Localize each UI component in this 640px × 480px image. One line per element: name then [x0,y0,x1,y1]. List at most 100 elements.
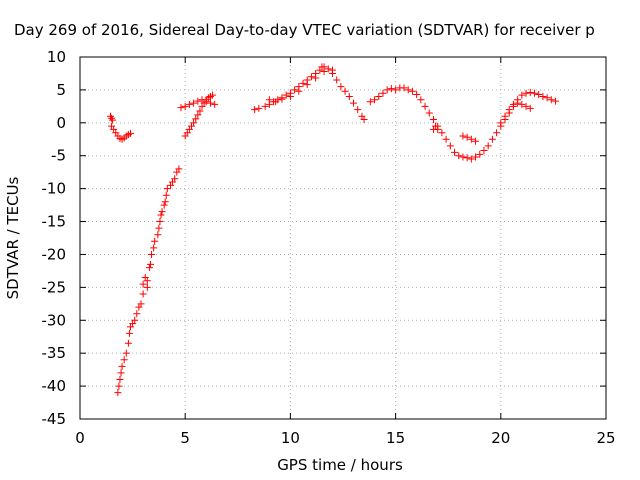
data-point [379,89,387,97]
data-points [107,63,560,397]
data-point [125,329,133,337]
data-point [261,102,269,110]
y-tick-label: -40 [42,377,67,395]
data-point [526,89,534,97]
data-point [530,89,538,97]
data-point [526,104,534,112]
data-point [476,150,484,158]
data-point [185,100,193,108]
data-point [501,112,509,120]
y-axis-label: SDTVAR / TECUs [4,176,22,299]
data-point [295,87,303,95]
data-point [493,129,501,137]
x-tick-label: 10 [281,429,300,447]
data-point [282,91,290,99]
data-point [429,116,437,124]
data-point [539,92,547,100]
data-point [291,86,299,94]
data-point [137,300,145,308]
data-point [421,102,429,110]
data-point [480,146,488,154]
y-tick-label: -5 [51,147,66,165]
data-point [472,137,480,145]
data-point [177,104,185,112]
data-point [312,74,320,82]
data-point [522,89,530,97]
data-point [543,94,551,102]
data-point [150,244,158,252]
data-point [161,198,169,206]
data-point [163,185,171,193]
data-point [413,91,421,99]
grid [80,57,606,419]
data-point [154,231,162,239]
axis-ticks [79,56,607,420]
data-point [371,96,379,104]
data-point [251,106,259,114]
data-point [472,153,480,161]
data-point [400,84,408,92]
data-point [333,76,341,84]
data-point [467,155,475,163]
data-point [375,92,383,100]
y-tick-label: 10 [47,48,66,66]
x-tick-label: 25 [596,429,615,447]
data-point [278,95,286,103]
data-point [442,135,450,143]
data-point [387,85,395,93]
data-point [158,208,166,216]
data-point [143,277,151,285]
data-point [148,250,156,258]
data-point [272,98,280,106]
data-point [299,79,307,87]
data-point [145,264,153,272]
data-point [156,218,164,226]
data-point [139,280,147,288]
y-tick-label: -25 [42,278,67,296]
data-point [328,66,336,74]
data-point [518,91,526,99]
data-point [139,290,147,298]
data-point [360,116,368,124]
data-point [133,310,141,318]
data-point [467,135,475,143]
data-point [505,106,513,114]
data-point [459,153,467,161]
data-point [131,316,139,324]
data-point [535,91,543,99]
data-point [146,260,154,268]
data-point [303,81,311,89]
data-point [552,97,560,105]
y-tick-label: 0 [56,114,66,132]
data-point [320,67,328,75]
data-point [484,142,492,150]
data-point [124,339,132,347]
data-point [417,96,425,104]
data-point [265,96,273,104]
data-point [392,86,400,94]
data-point [114,389,122,397]
data-point [196,107,204,115]
data-point [446,142,454,150]
data-point [522,102,530,110]
data-point [337,83,345,91]
data-point [109,116,117,124]
data-point [286,92,294,100]
data-point [190,99,198,107]
data-point [463,133,471,141]
data-point [455,152,463,160]
data-point [122,349,130,357]
data-point [451,148,459,156]
data-point [509,100,517,108]
data-point [194,111,202,119]
chart-title: Day 269 of 2016, Sidereal Day-to-day VTE… [14,21,595,39]
data-point [366,98,374,106]
plot-frame [79,56,607,420]
data-point [547,96,555,104]
y-tick-label: 5 [56,81,66,99]
data-point [518,100,526,108]
data-point [307,73,315,81]
data-point [488,135,496,143]
y-tick-label: -20 [42,245,67,263]
